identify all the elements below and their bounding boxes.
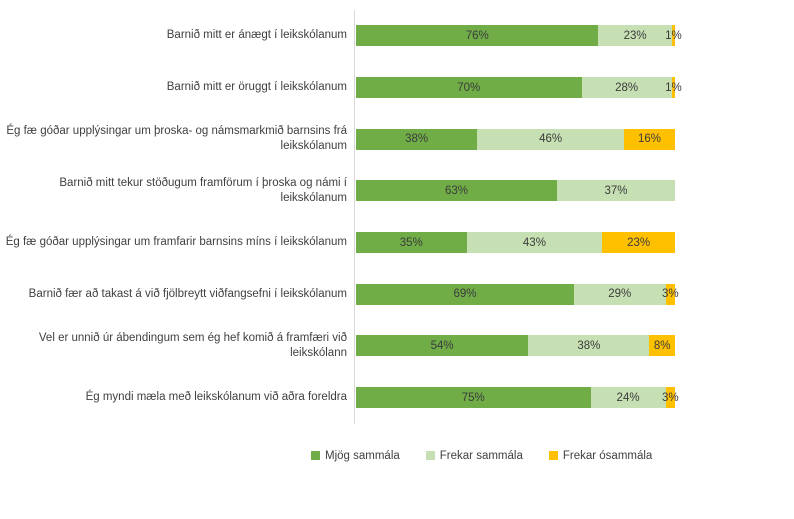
legend-item: Mjög sammála	[311, 450, 400, 462]
bar-value-label: 3%	[661, 288, 679, 301]
bar-segment: 38%	[528, 335, 650, 357]
bar-value-label: 63%	[444, 184, 468, 197]
stacked-bar: 70% 28% 1%	[356, 77, 682, 99]
legend-swatch-icon	[548, 451, 558, 460]
bar-segment: 70%	[356, 77, 582, 99]
legend-label: Frekar ósammála	[562, 449, 653, 462]
bar-segment: 75%	[356, 387, 591, 409]
bar-value-label: 16%	[637, 133, 661, 146]
legend-label: Frekar sammála	[439, 449, 523, 462]
category-label: Barnið mitt tekur stöðugum framförum í þ…	[59, 176, 347, 204]
legend-swatch-icon	[425, 451, 435, 460]
bar-track: 69% 29% 3%	[354, 268, 679, 321]
bar-value-label: 1%	[665, 29, 682, 42]
category-label: Ég fæ góðar upplýsingar um framfarir bar…	[5, 236, 347, 249]
bar-value-label: 3%	[661, 391, 679, 404]
legend-label: Mjög sammála	[325, 449, 400, 462]
category-label: Barnið mitt er ánægt í leikskólanum	[166, 29, 347, 42]
bar-value-label: 8%	[653, 339, 671, 352]
bar-track: 63% 37%	[354, 165, 675, 217]
bar-segment: 3%	[662, 283, 679, 305]
bar-track: 35% 43% 23%	[354, 216, 675, 269]
stacked-bar: 76% 23% 1%	[356, 25, 682, 47]
bar-track: 54% 38% 8%	[354, 320, 675, 372]
legend-swatch-icon	[311, 451, 320, 460]
bar-segment: 1%	[665, 77, 682, 99]
bar-track: 76% 23% 1%	[354, 10, 682, 62]
bar-track: 75% 24% 3%	[354, 371, 679, 424]
bar-segment: 8%	[649, 335, 675, 357]
bar-value-label: 38%	[577, 339, 601, 352]
bar-value-label: 54%	[430, 339, 454, 352]
bar-segment: 16%	[623, 128, 675, 150]
bar-row: Ég myndi mæla með leikskólanum við aðra …	[0, 371, 794, 424]
bar-segment: 3%	[662, 387, 679, 409]
bar-value-label: 76%	[465, 29, 489, 42]
stacked-bar: 35% 43% 23%	[356, 232, 675, 254]
bar-segment: 43%	[466, 232, 603, 254]
bar-segment: 35%	[356, 232, 467, 254]
bar-value-label: 1%	[665, 81, 682, 94]
bar-row: Ég fæ góðar upplýsingar um framfarir bar…	[0, 216, 794, 269]
bar-value-label: 35%	[399, 236, 423, 249]
bar-track: 70% 28% 1%	[354, 61, 682, 114]
bar-value-label: 75%	[461, 391, 485, 404]
bar-segment: 69%	[356, 283, 574, 305]
bar-segment: 29%	[573, 283, 666, 305]
bar-segment: 1%	[665, 25, 682, 47]
legend-item: Frekar ósammála	[548, 449, 653, 462]
bar-row: Ég fæ góðar upplýsingar um þroska- og ná…	[0, 113, 794, 166]
legend: Mjög sammála Frekar sammála Frekar ósammál…	[311, 450, 794, 462]
bar-value-label: 46%	[539, 133, 563, 146]
bar-row: Vel er unnið úr ábendingum sem ég hef ko…	[0, 320, 794, 372]
legend-item: Frekar sammála	[425, 449, 523, 462]
bar-segment: 23%	[598, 25, 672, 47]
bar-row: Barnið mitt er öruggt í leikskólanum 70% 2…	[0, 61, 794, 114]
stacked-bar: 75% 24% 3%	[356, 387, 679, 409]
bar-value-label: 28%	[615, 81, 639, 94]
bar-value-label: 29%	[608, 288, 632, 301]
bar-segment: 37%	[556, 180, 675, 202]
bar-segment: 23%	[602, 232, 675, 254]
plot-area: Barnið mitt er ánægt í leikskólanum 76% 23…	[0, 10, 794, 424]
bar-value-label: 38%	[405, 133, 429, 146]
bar-value-label: 23%	[627, 236, 651, 249]
stacked-bar: 63% 37%	[356, 180, 675, 202]
bar-value-label: 43%	[522, 236, 546, 249]
bar-value-label: 24%	[616, 391, 640, 404]
bar-segment: 76%	[356, 25, 599, 47]
stacked-bar: 69% 29% 3%	[356, 283, 679, 305]
stacked-bar: 38% 46% 16%	[356, 128, 675, 150]
bar-track: 38% 46% 16%	[354, 113, 675, 166]
bar-segment: 63%	[356, 180, 557, 202]
category-label: Ég fæ góðar upplýsingar um þroska- og ná…	[6, 125, 347, 153]
bar-segment: 46%	[477, 128, 624, 150]
stacked-bar: 54% 38% 8%	[356, 335, 675, 357]
category-label: Barnið mitt er öruggt í leikskólanum	[166, 81, 347, 94]
bar-value-label: 69%	[453, 288, 477, 301]
category-label: Barnið fær að takast á við fjölbreytt vi…	[28, 287, 347, 300]
bar-value-label: 37%	[604, 184, 628, 197]
bar-row: Barnið mitt tekur stöðugum framförum í þ…	[0, 165, 794, 217]
category-label: Ég myndi mæla með leikskólanum við aðra …	[85, 391, 347, 404]
bar-value-label: 70%	[457, 81, 481, 94]
bar-value-label: 23%	[623, 29, 647, 42]
bar-segment: 54%	[356, 335, 529, 357]
bar-segment: 38%	[356, 128, 478, 150]
bar-row: Barnið fær að takast á við fjölbreytt vi…	[0, 268, 794, 321]
category-label: Vel er unnið úr ábendingum sem ég hef ko…	[38, 332, 347, 359]
bar-row: Barnið mitt er ánægt í leikskólanum 76% 23…	[0, 10, 794, 62]
bar-segment: 28%	[581, 77, 672, 99]
bar-segment: 24%	[590, 387, 666, 409]
